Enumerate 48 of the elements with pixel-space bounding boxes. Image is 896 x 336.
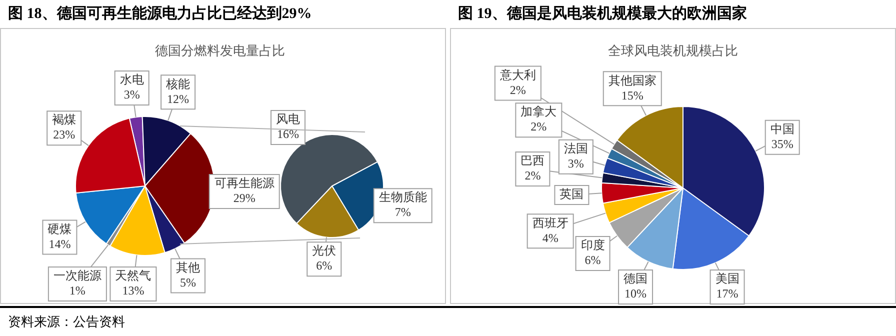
slice-label: 天然气 — [115, 268, 152, 283]
data-label: 17% — [716, 286, 738, 301]
data-label: 12% — [167, 92, 190, 106]
slice-label: 西班牙 — [532, 216, 568, 230]
text: 资料来源：公告资料 — [8, 313, 125, 331]
data-label: 6% — [584, 253, 601, 268]
data-label: 2% — [524, 168, 541, 183]
slice-label: 德国 — [624, 272, 648, 286]
data-label: 2% — [530, 120, 547, 134]
data-label: 1% — [69, 284, 86, 298]
data-label: 23% — [53, 128, 76, 142]
data-label: 29% — [233, 191, 256, 206]
data-label: 35% — [771, 137, 794, 152]
slice-label: 生物质能 — [378, 190, 427, 204]
slice-label: 褐煤 — [52, 112, 76, 127]
slice-label: 其他国家 — [608, 73, 656, 88]
data-label: 14% — [48, 236, 71, 251]
slice-label: 中国 — [770, 122, 794, 136]
chart-subtitle: 德国分燃料发电量占比 — [154, 42, 286, 60]
slice-label: 风电 — [276, 112, 300, 126]
data-label: 10% — [624, 286, 647, 301]
chart-title: 图 19、德国是风电装机规模最大的欧洲国家 — [458, 4, 747, 23]
chart-subtitle: 全球风电装机规模占比 — [607, 42, 739, 60]
chart-title: 图 18、德国可再生能源电力占比已经达到29% — [8, 4, 312, 23]
slice-label: 一次能源 — [53, 268, 102, 283]
data-label: 13% — [122, 284, 144, 298]
slice-label: 光伏 — [312, 244, 336, 258]
data-label: 2% — [510, 82, 526, 97]
slice-label: 印度 — [580, 238, 605, 252]
data-label: 4% — [542, 230, 558, 245]
slice-label: 美国 — [715, 272, 740, 286]
data-label: 3% — [568, 156, 584, 171]
slice-label: 巴西 — [520, 154, 545, 168]
slice-label: 意大利 — [498, 68, 536, 82]
data-label: 5% — [180, 275, 196, 290]
slice-label: 其他 — [176, 260, 200, 274]
data-label: 7% — [394, 205, 411, 220]
slice-label: 英国 — [560, 187, 584, 202]
data-label: 3% — [124, 88, 140, 102]
data-label: 6% — [316, 258, 332, 273]
slice-label: 水电 — [120, 72, 144, 87]
slice-label: 加拿大 — [520, 104, 557, 119]
slice-label: 核能 — [165, 76, 190, 91]
slice-label: 可再生能源 — [214, 176, 274, 190]
data-label: 15% — [621, 88, 644, 102]
slice-label: 法国 — [564, 142, 588, 156]
slice-label: 硬煤 — [48, 222, 72, 236]
data-label: 16% — [277, 127, 299, 142]
